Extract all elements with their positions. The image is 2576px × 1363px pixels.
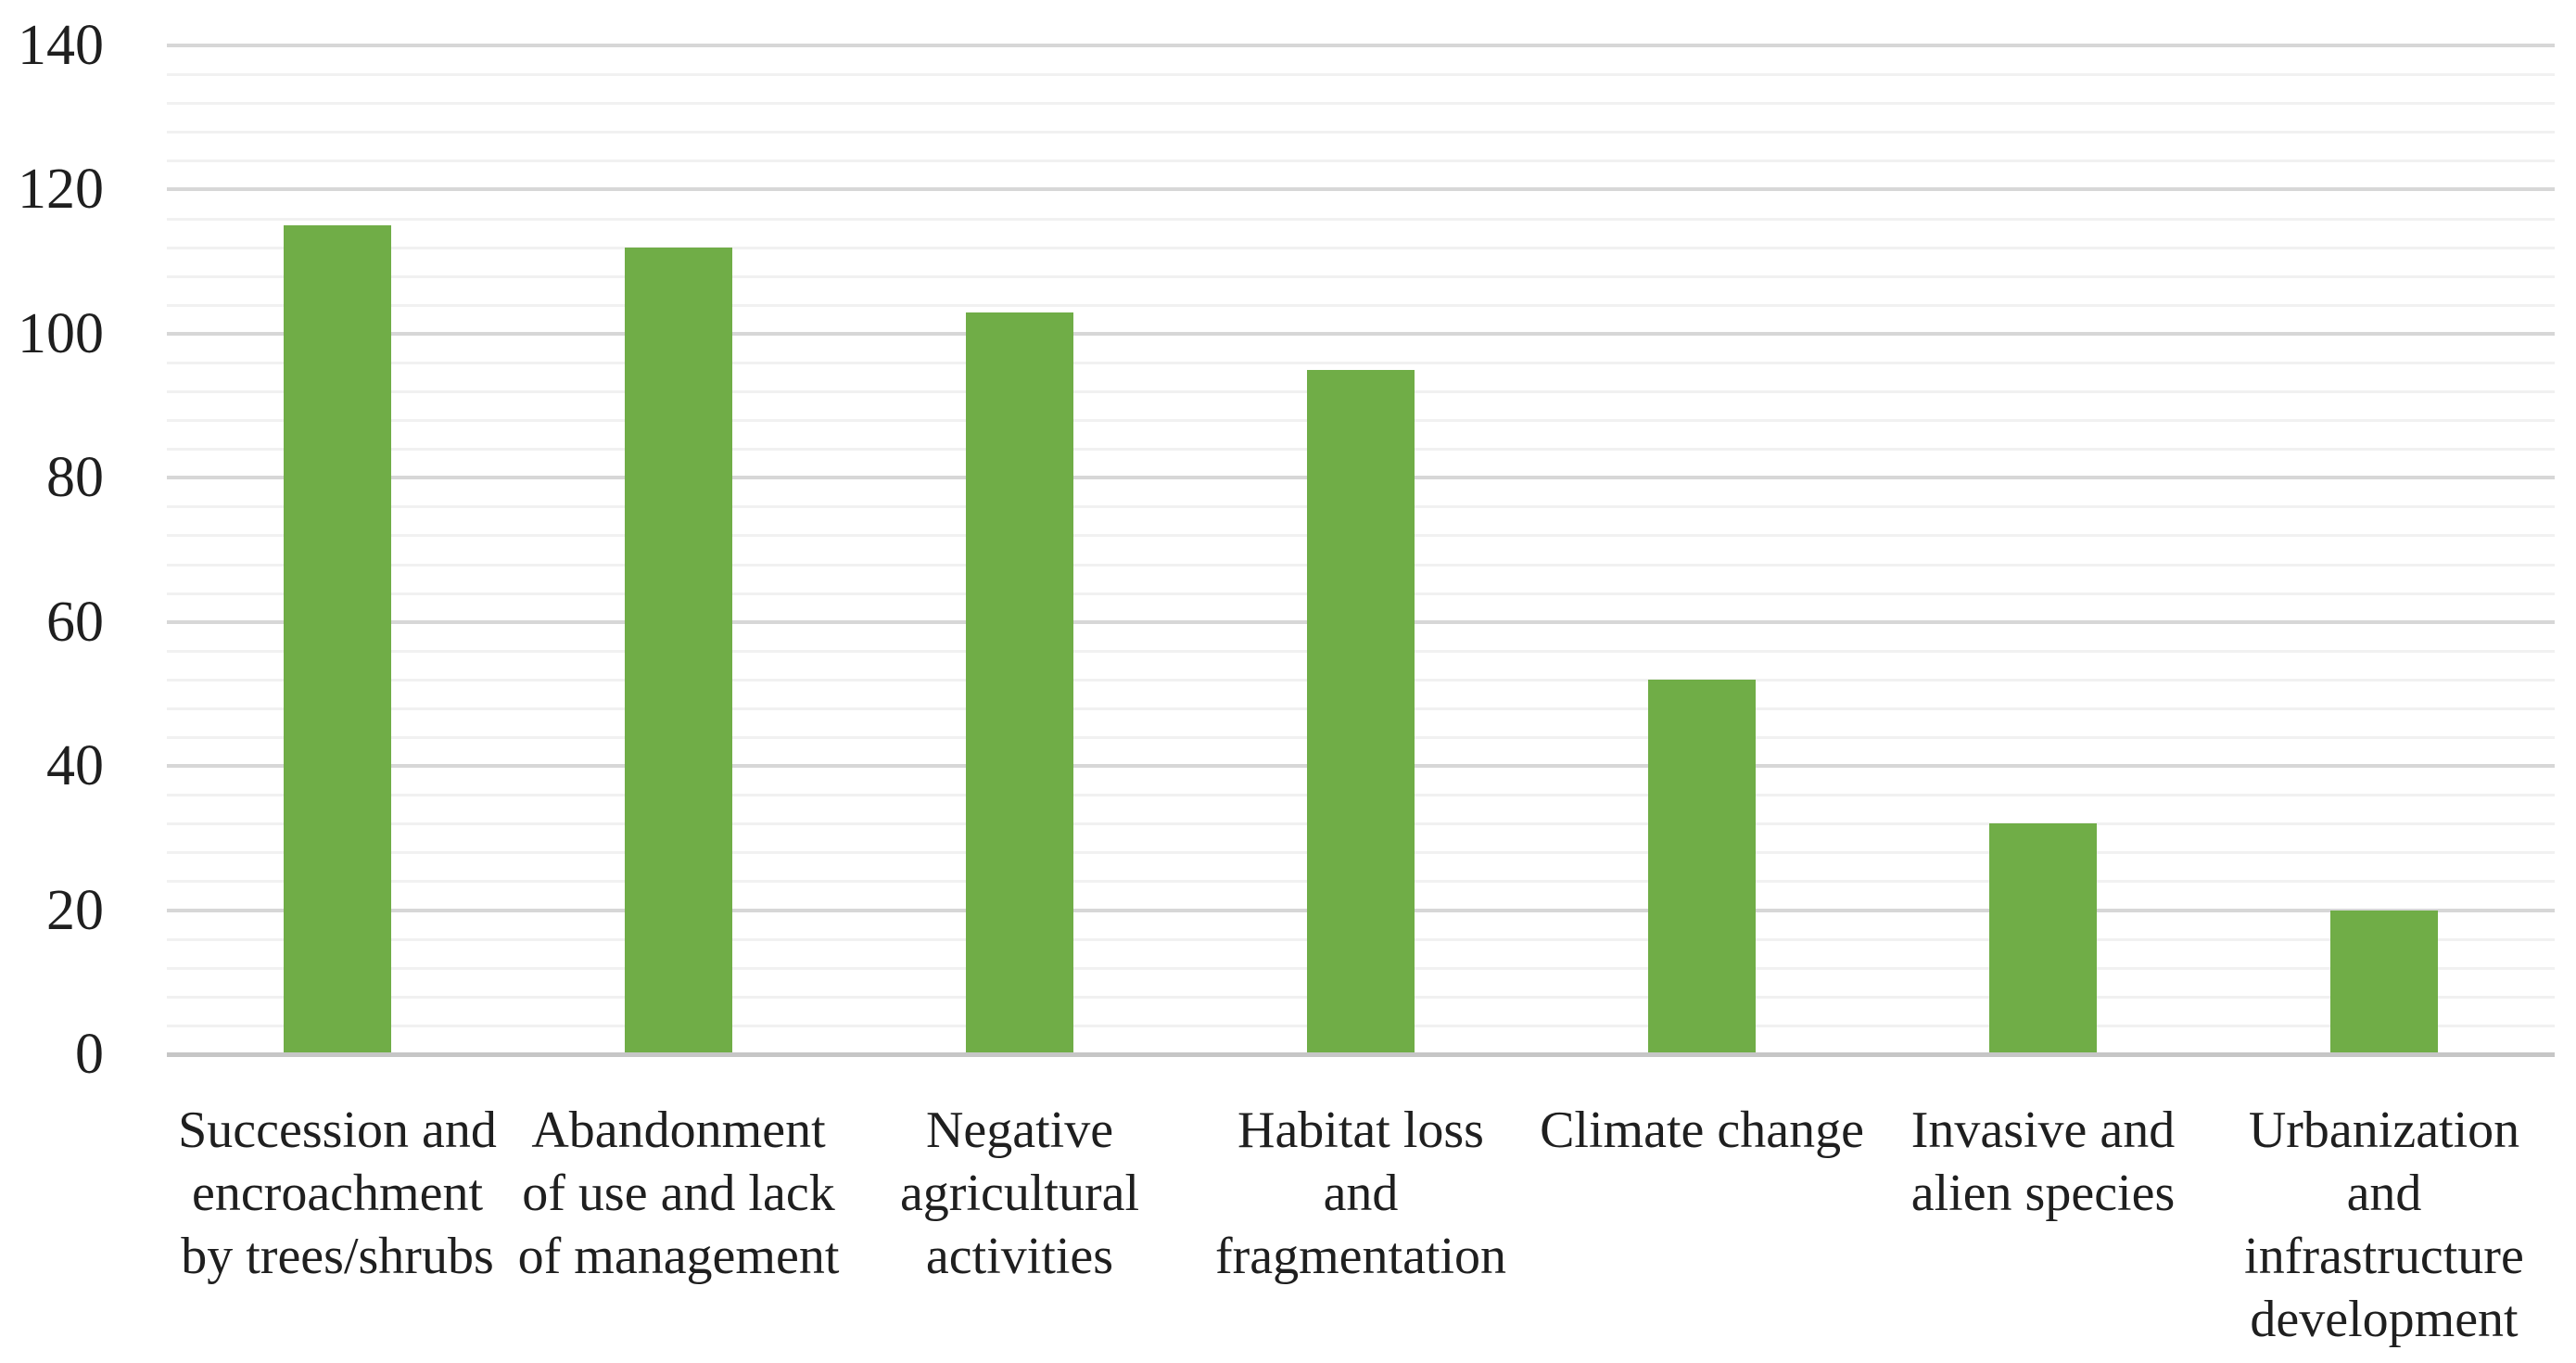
bar-7 — [2330, 910, 2438, 1054]
y-tick-label-20: 20 — [46, 878, 104, 942]
minor-gridline-132 — [167, 102, 2555, 106]
minor-gridline-96 — [167, 361, 2555, 364]
y-tick-label-80: 80 — [46, 446, 104, 510]
bar-5 — [1648, 679, 1756, 1054]
bar-2 — [625, 247, 732, 1054]
minor-gridline-128 — [167, 131, 2555, 134]
bar-4 — [1307, 369, 1415, 1054]
y-tick-label-120: 120 — [18, 158, 104, 222]
minor-gridline-124 — [167, 159, 2555, 163]
x-category-label-2: Abandonment of use and lack of managemen… — [517, 1102, 840, 1285]
major-gridline-140 — [167, 44, 2555, 47]
minor-gridline-116 — [167, 217, 2555, 221]
y-tick-label-40: 40 — [46, 734, 104, 798]
x-category-label-4: Habitat loss and fragmentation — [1214, 1102, 1507, 1285]
minor-gridline-136 — [167, 73, 2555, 77]
plot-area — [167, 0, 2555, 1363]
major-gridline-100 — [167, 331, 2555, 336]
minor-gridline-112 — [167, 246, 2555, 249]
bar-3 — [966, 312, 1073, 1054]
minor-gridline-108 — [167, 274, 2555, 278]
y-axis: 0 20 40 60 80 100 120 140 — [0, 0, 109, 1363]
x-category-label-7: Urbanization and infrastructure developm… — [2244, 1102, 2524, 1348]
x-category-label-6: Invasive and alien species — [1910, 1102, 2176, 1222]
x-category-label-3: Negative agricultural activities — [899, 1102, 1140, 1285]
category-axis-line — [167, 1052, 2555, 1057]
x-category-label-5: Climate change — [1540, 1102, 1864, 1159]
minor-gridline-104 — [167, 303, 2555, 307]
bar-1 — [284, 225, 391, 1054]
y-tick-label-0: 0 — [75, 1023, 104, 1086]
y-tick-label-60: 60 — [46, 590, 104, 654]
x-category-label-1: Succession and encroachment by trees/shr… — [178, 1102, 497, 1285]
major-gridline-120 — [167, 187, 2555, 192]
bar-6 — [1989, 823, 2097, 1054]
y-tick-label-140: 140 — [18, 14, 104, 77]
y-tick-label-100: 100 — [18, 301, 104, 365]
x-axis: Succession and encroachment by trees/shr… — [167, 0, 2555, 1363]
